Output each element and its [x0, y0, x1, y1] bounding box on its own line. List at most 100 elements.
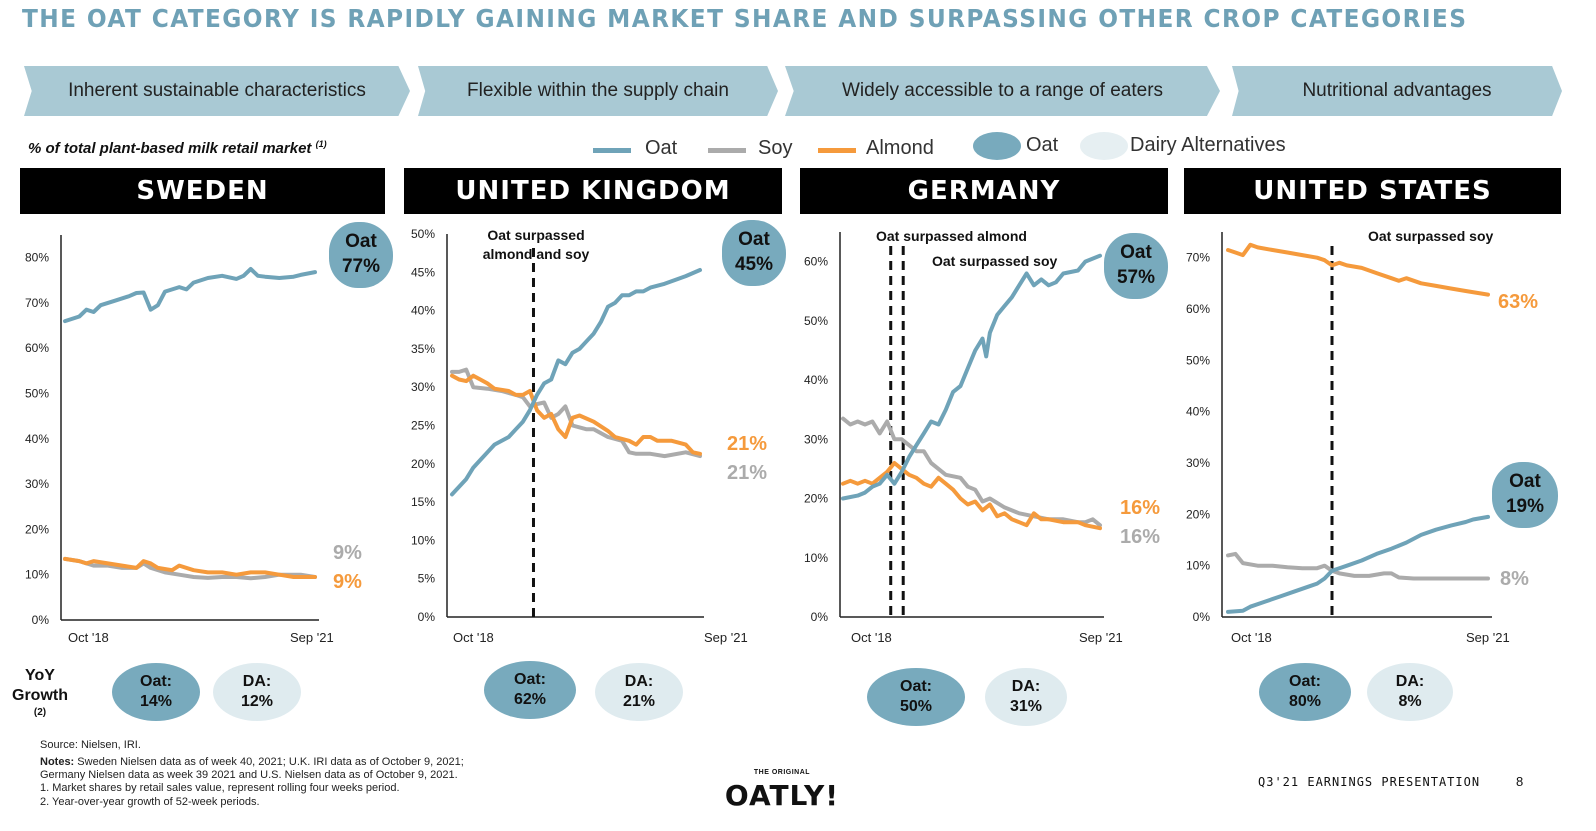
yoy-da-value: 8%: [1398, 693, 1422, 710]
legend-oat: Oat: [645, 137, 678, 159]
yoy-da-value: 31%: [1009, 698, 1043, 715]
bubble-value: 57%: [1116, 267, 1156, 288]
yoy-da-value: 21%: [622, 693, 656, 710]
y-tick-label: 30%: [25, 477, 49, 491]
header-sweden: SWEDEN: [20, 168, 385, 214]
y-tick-label: 50%: [1186, 353, 1210, 367]
bubble-value: 19%: [1505, 496, 1545, 517]
banner-flexible: Flexible within the supply chain: [418, 66, 778, 116]
bubble-value: 45%: [734, 254, 774, 275]
y-tick-label: 20%: [1186, 507, 1210, 521]
logo-tagline: THE ORIGINAL: [753, 769, 811, 776]
y-tick-label: 80%: [25, 251, 49, 265]
subtitle-text: % of total plant-based milk retail marke…: [28, 140, 312, 157]
bubble-label: Oat: [738, 229, 770, 251]
xlabel-end: Sep '21: [1466, 630, 1510, 645]
bubble-label: Oat: [345, 231, 377, 253]
bubble-label: Oat: [1120, 242, 1152, 264]
y-tick-label: 10%: [804, 551, 828, 565]
bubble-label: Oat: [1509, 471, 1541, 493]
series-line-oat: [63, 267, 317, 324]
annotation-line: almond and soy: [482, 246, 590, 262]
oat-share-bubble-sweden: Oat 77%: [329, 222, 393, 288]
xlabel-start: Oct '18: [453, 630, 494, 645]
y-tick-label: 60%: [25, 341, 49, 355]
header-germany: GERMANY: [800, 168, 1168, 214]
end-label-almond-sweden: 9%: [333, 571, 362, 593]
xlabel-end: Sep '21: [290, 630, 334, 645]
notes-text-2: Germany Nielsen data as week 39 2021 and…: [40, 769, 458, 782]
legend-soy: Soy: [758, 137, 793, 159]
y-tick-label: 0%: [811, 610, 829, 624]
banner-accessible: Widely accessible to a range of eaters: [785, 66, 1220, 116]
bubble-value: 77%: [341, 256, 381, 277]
yoy-oat-value: 14%: [139, 693, 173, 710]
yoy-label-text: YoY Growth: [12, 667, 68, 704]
oatly-logo: THE ORIGINAL OATLY!: [716, 768, 848, 814]
source-note: Source: Nielsen, IRI.: [40, 739, 141, 751]
series-line-almond: [450, 373, 702, 456]
y-tick-label: 0%: [1193, 610, 1211, 624]
annotation-germany-soy: Oat surpassed soy: [932, 253, 1058, 269]
y-tick-label: 25%: [411, 419, 435, 433]
yoy-oat-label: Oat:: [900, 678, 932, 695]
legend-oat-bubble-swatch: [973, 132, 1021, 160]
yoy-da-label: DA:: [1395, 673, 1425, 690]
y-tick-label: 40%: [804, 373, 828, 387]
yoy-oat-value: 50%: [899, 698, 933, 715]
legend-almond-swatch: [818, 148, 856, 153]
annotation-germany-almond: Oat surpassed almond: [876, 228, 1027, 244]
y-tick-label: 40%: [411, 304, 435, 318]
yoy-oat-label: Oat:: [140, 673, 172, 690]
yoy-oat-us: Oat: 80%: [1259, 663, 1351, 721]
y-tick-label: 40%: [1186, 405, 1210, 419]
notes: Notes: Sweden Nielsen data as of week 40…: [40, 756, 464, 809]
yoy-da-label: DA:: [624, 673, 654, 690]
y-tick-label: 70%: [25, 296, 49, 310]
y-tick-label: 20%: [25, 522, 49, 536]
legend-oat-swatch: [593, 148, 631, 153]
header-uk: UNITED KINGDOM: [404, 168, 782, 214]
series-line-oat: [841, 253, 1102, 501]
footnote-1: 1. Market shares by retail sales value, …: [40, 782, 400, 795]
yoy-oat-value: 80%: [1288, 693, 1322, 710]
yoy-da-label: DA:: [1011, 678, 1041, 695]
series-line-almond: [1226, 242, 1490, 297]
yoy-da-us: DA: 8%: [1367, 663, 1453, 721]
legend-oat-bubble: Oat: [1026, 134, 1059, 156]
notes-label: Notes:: [40, 756, 75, 768]
y-tick-label: 40%: [25, 432, 49, 446]
xlabel-end: Sep '21: [1079, 630, 1123, 645]
y-tick-label: 15%: [411, 495, 435, 509]
yoy-oat-germany: Oat: 50%: [867, 668, 965, 726]
yoy-growth-label: YoY Growth (2): [8, 666, 72, 719]
annotation-us-soy: Oat surpassed soy: [1368, 228, 1494, 244]
logo-wordmark: OATLY!: [724, 779, 840, 812]
yoy-da-label: DA:: [242, 673, 272, 690]
yoy-oat-value: 62%: [513, 691, 547, 708]
notes-text: Sweden Nielsen data as of week 40, 2021;…: [77, 756, 464, 768]
y-tick-label: 30%: [804, 432, 828, 446]
y-tick-label: 0%: [418, 610, 436, 624]
series-line-oat: [1226, 514, 1490, 614]
y-tick-label: 45%: [411, 265, 435, 279]
yoy-da-sweden: DA: 12%: [213, 663, 301, 721]
yoy-footnote: (2): [33, 707, 47, 718]
yoy-oat-uk: Oat: 62%: [484, 661, 576, 719]
y-tick-label: 5%: [418, 572, 436, 586]
end-label-almond-us: 63%: [1498, 291, 1539, 313]
series-line-almond: [841, 461, 1102, 531]
series-line-soy: [1226, 551, 1490, 581]
yoy-oat-label: Oat:: [1289, 673, 1321, 690]
banner-sustainable: Inherent sustainable characteristics: [24, 66, 410, 116]
yoy-oat-label: Oat:: [514, 671, 546, 688]
y-tick-label: 10%: [411, 533, 435, 547]
banner-nutritional: Nutritional advantages: [1232, 66, 1562, 116]
end-label-soy-us: 8%: [1500, 568, 1529, 590]
xlabel-start: Oct '18: [1231, 630, 1272, 645]
presentation-name: Q3'21 EARNINGS PRESENTATION: [1258, 775, 1481, 789]
y-tick-label: 50%: [25, 387, 49, 401]
annotation-line: Oat surpassed: [487, 227, 585, 243]
y-tick-label: 70%: [1186, 251, 1210, 265]
end-label-almond-germany: 16%: [1120, 497, 1161, 519]
